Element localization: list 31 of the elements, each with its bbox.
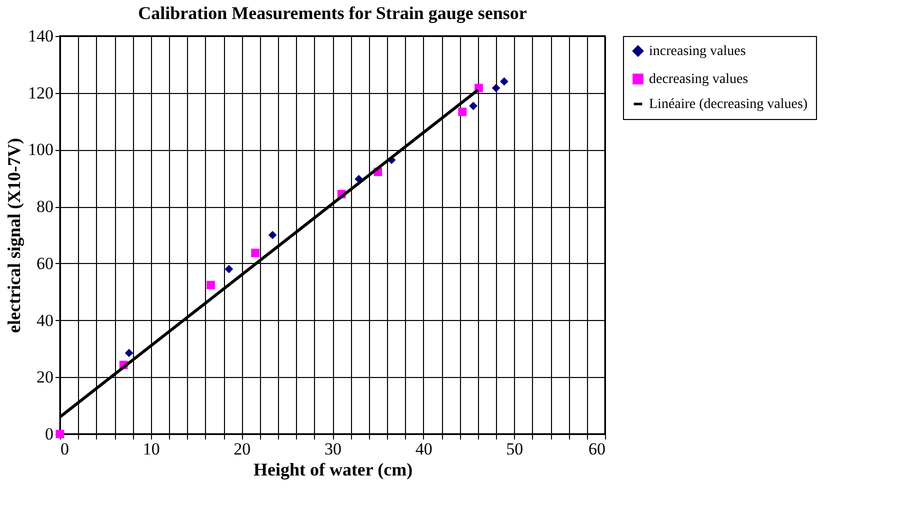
y-tick-label: 20: [36, 368, 54, 387]
y-tick-label: 100: [28, 140, 54, 160]
point: [500, 77, 508, 86]
point: [251, 248, 260, 258]
y-axis-title: electrical signal (X10-7V): [4, 138, 24, 333]
x-tick-label: 40: [415, 440, 432, 458]
y-tick-label: 0: [45, 424, 54, 444]
x-tick-label: 30: [324, 440, 342, 458]
x-axis-title: Height of water (cm): [253, 460, 413, 480]
y-tick-label: 80: [36, 197, 54, 216]
x-tick-label: 60: [588, 440, 606, 458]
point: [469, 102, 478, 110]
point: [206, 280, 215, 290]
x-tick-label: 10: [142, 440, 160, 458]
x-tick-label: 0: [60, 440, 69, 458]
y-tick-label: 60: [36, 254, 54, 273]
y-tick-label: 120: [28, 83, 54, 102]
point: [124, 348, 134, 358]
chart-title: Calibration Measurements for Strain gauge sensor: [138, 3, 527, 23]
point: [268, 230, 277, 240]
y-tick-label: 140: [28, 26, 54, 46]
point: [56, 430, 64, 438]
legend-label: increasing values: [649, 44, 746, 59]
x-tick-label: 20: [234, 440, 251, 458]
x-tick-label: 50: [506, 440, 524, 458]
legend-label: Linéaire (decreasing values): [649, 97, 808, 112]
y-tick-label: 40: [36, 310, 54, 330]
point: [458, 108, 467, 116]
legend-label: decreasing values: [649, 72, 748, 87]
point: [224, 264, 234, 274]
point: [492, 84, 500, 92]
